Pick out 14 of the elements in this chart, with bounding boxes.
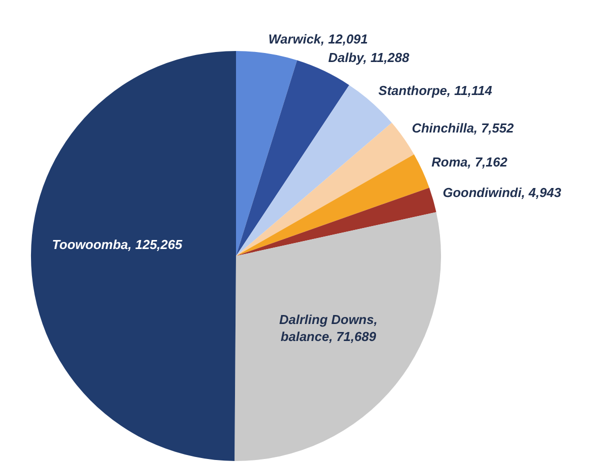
pie-slice [236, 154, 430, 256]
pie-slice [236, 188, 436, 256]
slice-label: Stanthorpe, 11,114 [378, 82, 493, 98]
slice-label: Warwick, 12,091 [268, 31, 368, 46]
slice-label: Roma, 7,162 [432, 154, 508, 170]
pie-slice [234, 212, 441, 461]
slice-label: Toowoomba, 125,265 [50, 236, 184, 253]
slice-label: Dalrling Downs, balance, 71,689 [278, 310, 378, 345]
pie-slice [31, 51, 236, 461]
pie-slice [236, 51, 298, 256]
pie-slice [236, 122, 414, 256]
slice-label: Dalby, 11,288 [328, 50, 410, 65]
slice-label: Goondiwindi, 4,943 [442, 185, 562, 200]
slice-label: Chinchilla, 7,552 [412, 120, 514, 136]
